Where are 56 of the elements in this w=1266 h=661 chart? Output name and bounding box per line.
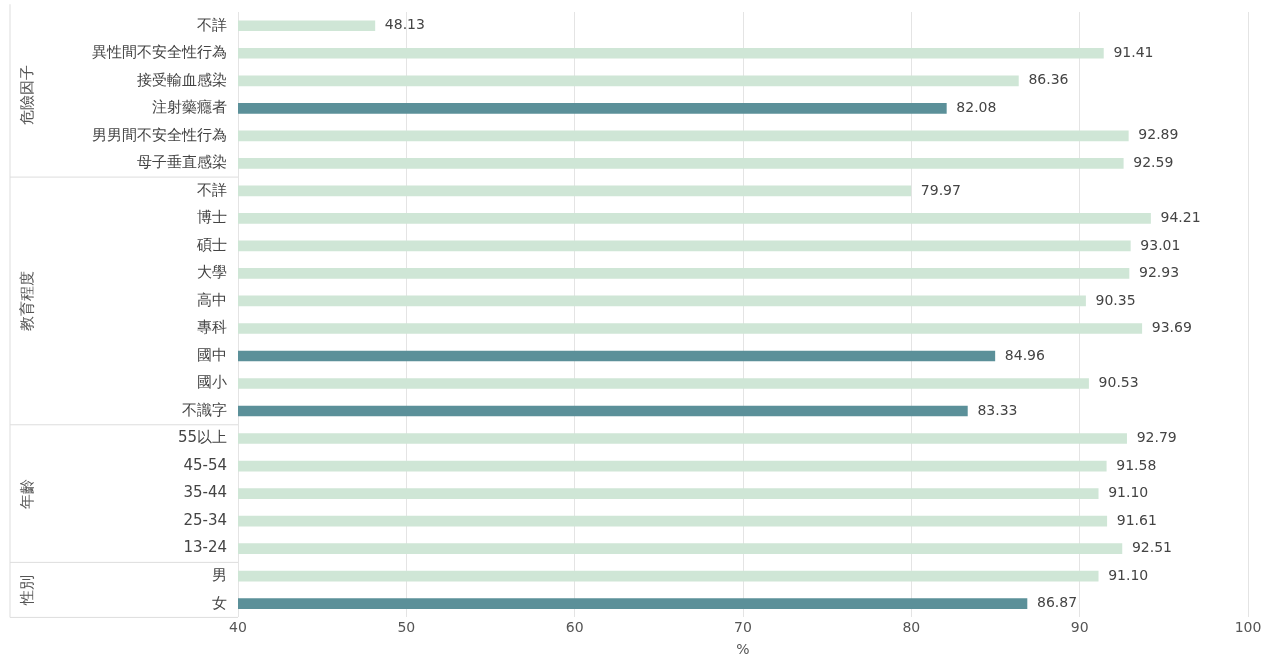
y-tick-label: 碩士 (196, 235, 227, 254)
text: 危險因子 (17, 64, 36, 125)
y-tick-label: 不詳 (197, 180, 227, 199)
data-label: 91.61 (1116, 511, 1157, 528)
x-tick-label: 100 (1234, 619, 1262, 636)
x-tick-label: 40 (229, 619, 247, 636)
x-tick-label: 60 (565, 619, 584, 636)
y-tick-label: 異性間不安全性行為 (92, 43, 227, 62)
data-label: 82.08 (956, 98, 997, 115)
y-tick-label: 國小 (197, 373, 227, 392)
y-tick-label: 博士 (197, 208, 227, 227)
data-label: 83.33 (977, 401, 1018, 418)
y-tick-label: 高中 (197, 290, 227, 309)
text: 教育程度 (17, 270, 36, 331)
y-tick-label: 專科 (197, 318, 227, 337)
y-tick-label: 注射藥癮者 (152, 98, 227, 117)
text: 性別 (17, 574, 36, 606)
y-tick-label: 35-44 (183, 483, 227, 502)
data-label: 91.10 (1108, 566, 1149, 583)
x-tick-label: 80 (902, 619, 921, 636)
y-tick-label: 接受輸血感染 (137, 70, 227, 89)
data-label: 90.53 (1098, 374, 1139, 391)
data-label: 92.59 (1133, 153, 1174, 170)
data-label: 92.89 (1138, 126, 1179, 143)
x-axis-title: % (736, 641, 750, 658)
data-label: 79.97 (920, 181, 961, 198)
y-tick-label: 55以上 (177, 428, 227, 447)
data-label: 94.21 (1160, 209, 1201, 226)
data-label: 86.36 (1028, 71, 1069, 88)
data-label: 91.58 (1116, 456, 1157, 473)
y-tick-label: 大學 (197, 263, 227, 282)
data-label: 91.41 (1113, 43, 1154, 60)
x-tick-label: 50 (397, 619, 416, 636)
y-tick-label: 不詳 (197, 15, 227, 34)
y-tick-label: 不識字 (182, 400, 227, 419)
x-tick-label: 70 (734, 619, 752, 636)
data-label: 90.35 (1095, 291, 1136, 308)
y-tick-label: 25-34 (183, 510, 227, 529)
y-tick-label: 13-24 (183, 538, 227, 557)
data-label: 92.79 (1136, 429, 1177, 446)
data-label: 91.10 (1108, 484, 1149, 501)
y-tick-label: 男 (212, 566, 227, 585)
data-label: 84.96 (1004, 346, 1045, 363)
data-label: 92.93 (1138, 264, 1180, 281)
y-tick-label: 國中 (197, 345, 227, 364)
data-label: 92.51 (1131, 539, 1173, 556)
data-label: 93.01 (1140, 236, 1181, 253)
y-tick-label: 45-54 (183, 455, 227, 474)
y-tick-label: 母子垂直感染 (137, 153, 227, 172)
x-tick-label: 90 (1070, 619, 1089, 636)
data-label: 93.69 (1151, 319, 1192, 336)
y-tick-label: 女 (212, 593, 227, 612)
y-tick-label: 男男間不安全性行為 (92, 125, 227, 144)
data-label: 48.13 (384, 16, 425, 33)
data-label: 86.87 (1036, 594, 1078, 611)
text: 年齡 (17, 478, 36, 509)
